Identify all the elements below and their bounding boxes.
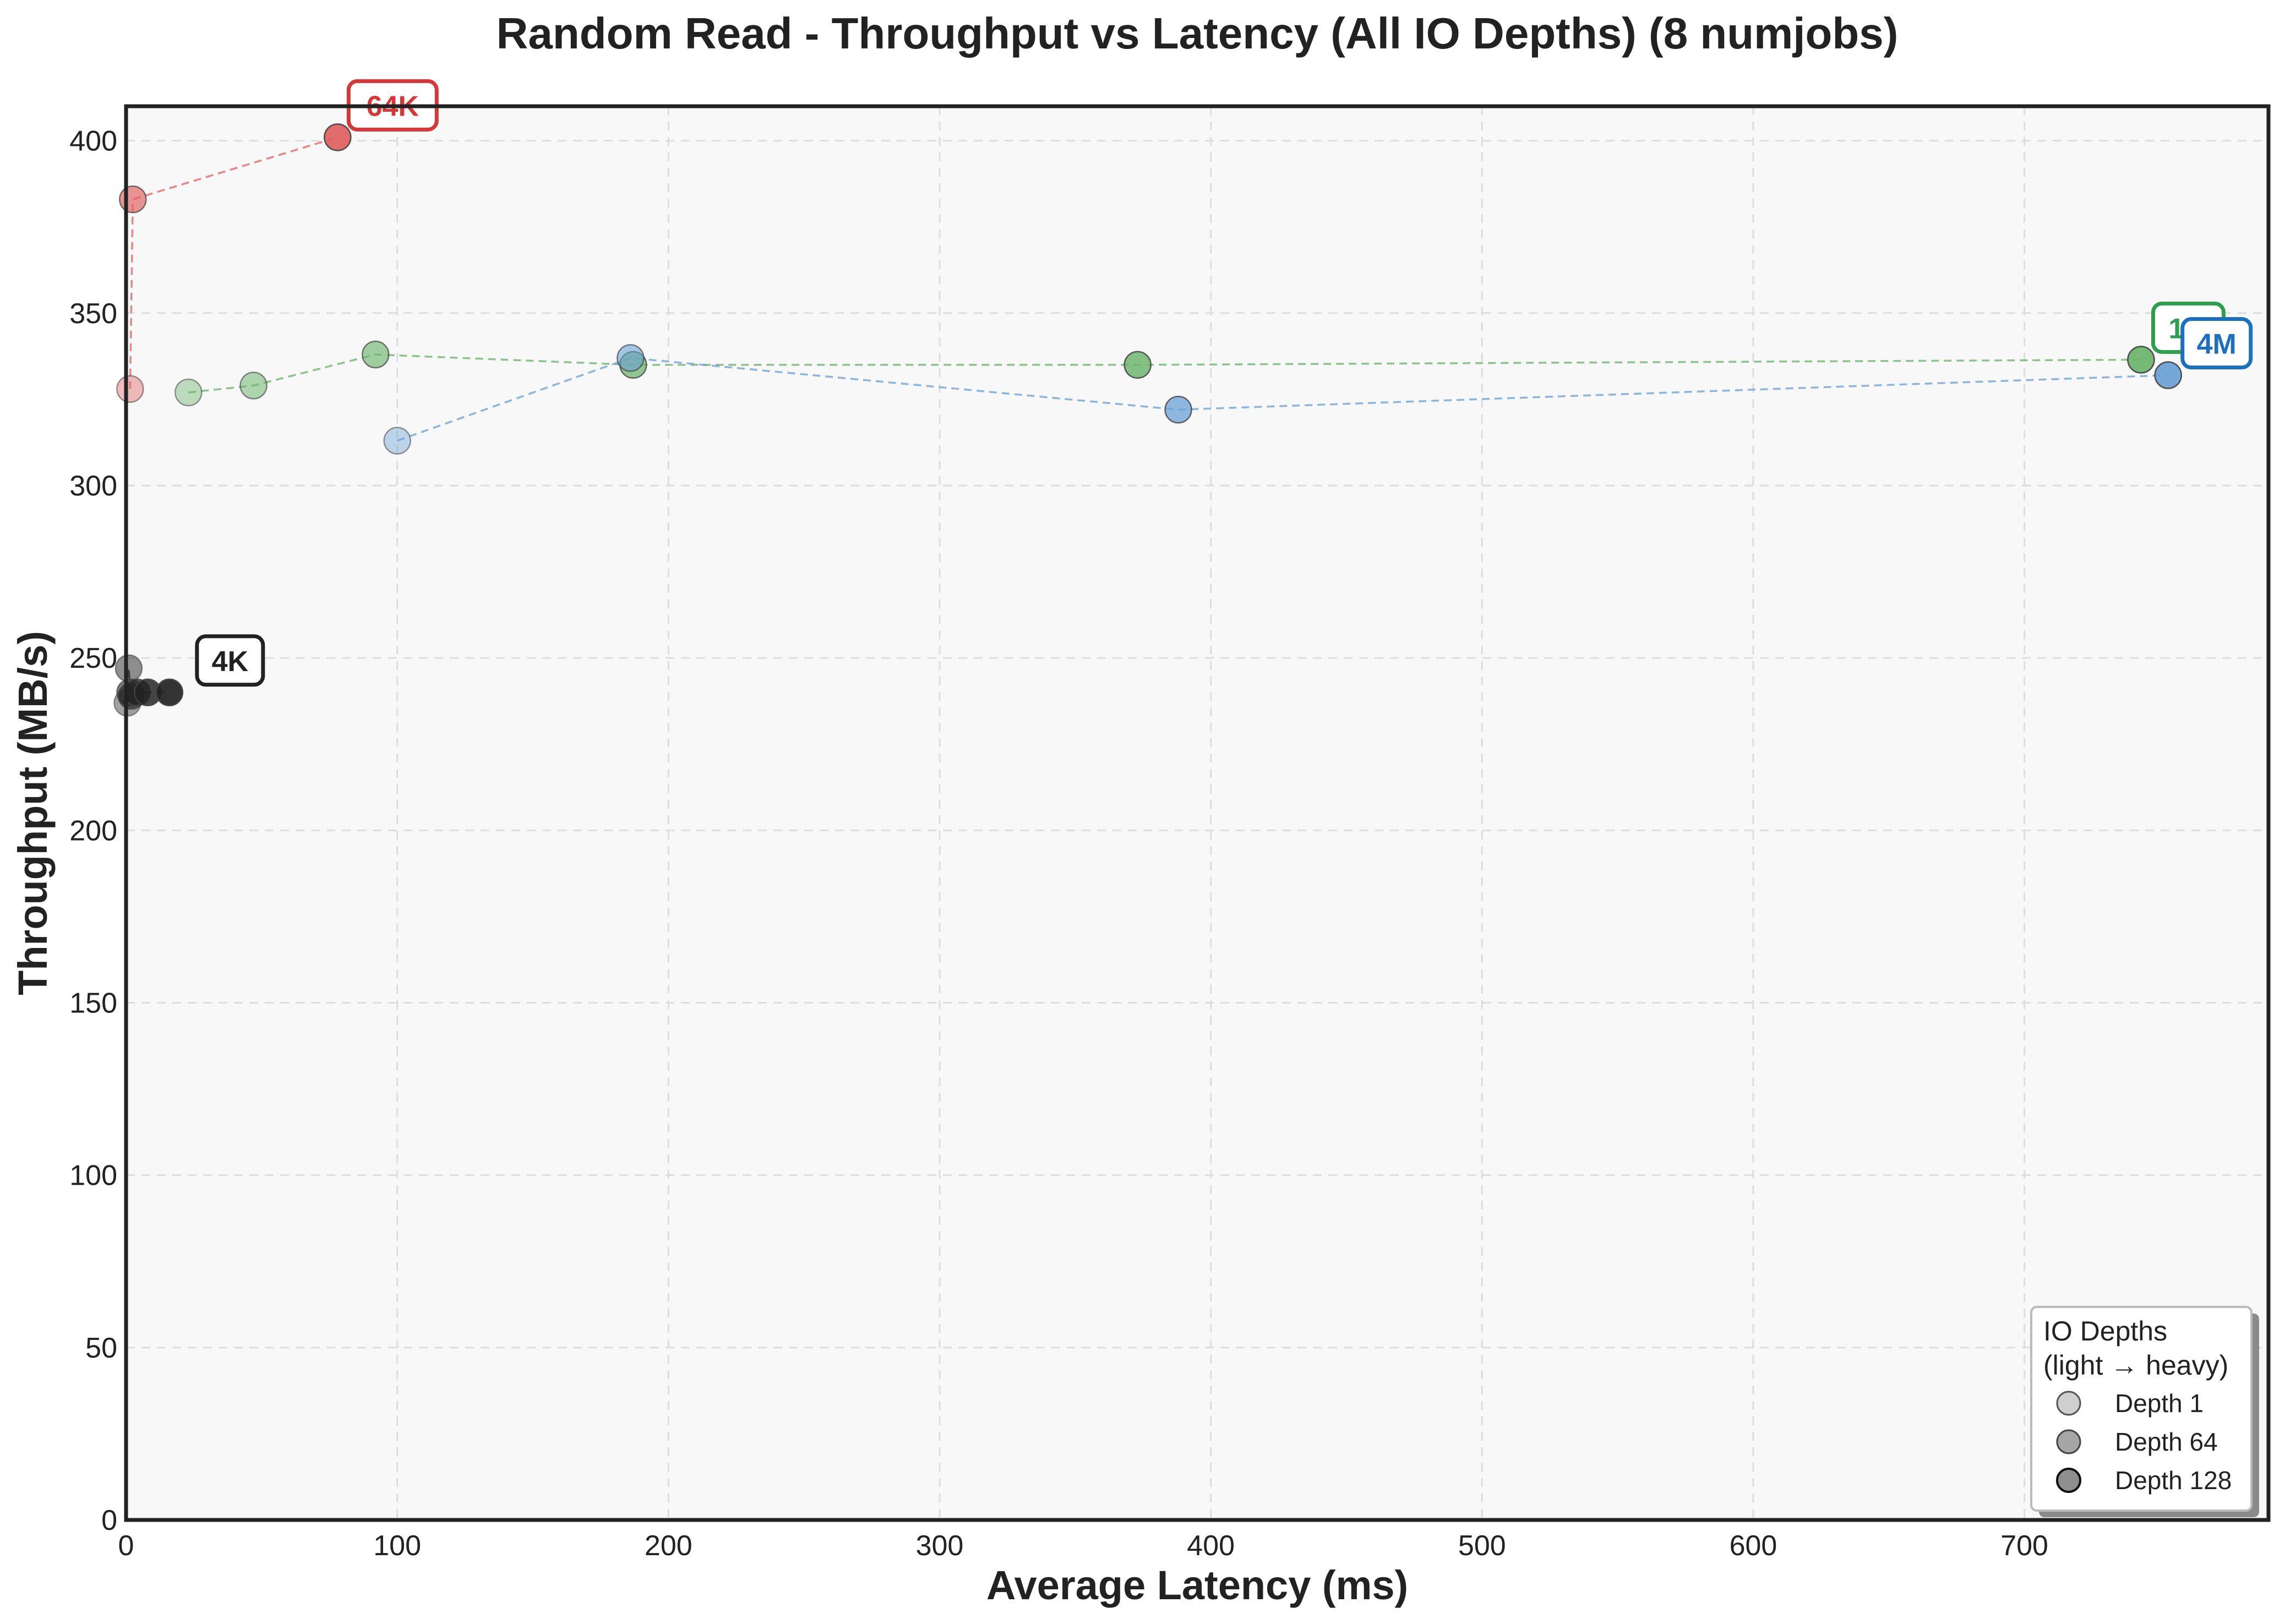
- grid: [126, 106, 2268, 1520]
- point-4m-depth-8: [2154, 361, 2182, 389]
- point-1m-depth-2: [239, 372, 268, 400]
- y-tick-label: 0: [101, 1505, 117, 1536]
- y-tick-label: 250: [69, 642, 117, 674]
- x-tick-label: 700: [2000, 1530, 2048, 1562]
- point-4m-depth-1: [383, 427, 411, 455]
- point-1m-depth-32: [2127, 346, 2155, 374]
- point-4m-depth-4: [1164, 395, 1192, 424]
- y-tick-label: 300: [69, 470, 117, 502]
- point-1m-depth-4: [361, 340, 390, 369]
- y-axis-label: Throughput (MB/s): [10, 631, 56, 995]
- point-4k-depth-64: [155, 678, 184, 707]
- plot-frame: [124, 104, 2271, 1522]
- x-tick-label: 0: [118, 1530, 134, 1562]
- axis-ticks: 0 100 200 300 400 500 600 700 0 50 100 150 200 250 300…: [69, 126, 2048, 1562]
- legend-title-line1: IO Depths: [2043, 1316, 2167, 1347]
- series-label-4k: 4K: [195, 634, 265, 687]
- series-label-text-4k: 4K: [212, 646, 249, 678]
- point-64k-depth-1: [116, 375, 144, 403]
- legend-marker-depth-1: [2056, 1391, 2081, 1416]
- legend-entry-depth-1: Depth 1: [2115, 1389, 2204, 1418]
- point-4k-depth-2: [114, 654, 143, 683]
- legend-entry-depth-64: Depth 64: [2115, 1427, 2218, 1456]
- chart-title: Random Read - Throughput vs Latency (All…: [497, 9, 1899, 58]
- y-tick-label: 350: [69, 298, 117, 330]
- x-tick-label: 500: [1458, 1530, 1506, 1562]
- series-points: [113, 123, 2182, 717]
- series-label-text-4m: 4M: [2197, 329, 2237, 361]
- legend-box: [2030, 1306, 2253, 1512]
- x-tick-label: 200: [645, 1530, 692, 1562]
- series-label-box-4k: [195, 634, 265, 687]
- series-line-64k: [129, 136, 338, 389]
- point-1m-depth-16: [1124, 351, 1152, 379]
- y-tick-label: 50: [85, 1332, 117, 1364]
- series-label-box-4m: [2180, 317, 2253, 370]
- x-tick-label: 400: [1187, 1530, 1235, 1562]
- legend: IO Depths (light → heavy) Depth 1 Depth …: [2030, 1306, 2259, 1517]
- point-1m-depth-1: [174, 378, 203, 407]
- series-label-4m: 4M: [2180, 317, 2253, 370]
- x-axis-label: Average Latency (ms): [986, 1562, 1408, 1608]
- y-tick-label: 150: [69, 987, 117, 1019]
- legend-marker-depth-128: [2056, 1468, 2081, 1493]
- series-line-4m: [397, 357, 2168, 442]
- point-64k-depth-64: [324, 123, 352, 151]
- x-tick-label: 300: [916, 1530, 964, 1562]
- y-tick-label: 400: [69, 126, 117, 157]
- plot-area: [126, 106, 2268, 1520]
- point-64k-depth-8: [119, 185, 147, 214]
- x-tick-label: 600: [1730, 1530, 1777, 1562]
- legend-entry-depth-128: Depth 128: [2115, 1466, 2232, 1495]
- legend-title-line2: (light → heavy): [2043, 1350, 2228, 1381]
- x-tick-label: 100: [373, 1530, 421, 1562]
- y-tick-label: 100: [69, 1160, 117, 1192]
- point-4m-depth-2: [617, 344, 645, 372]
- legend-marker-depth-64: [2056, 1429, 2081, 1454]
- y-tick-label: 200: [69, 815, 117, 847]
